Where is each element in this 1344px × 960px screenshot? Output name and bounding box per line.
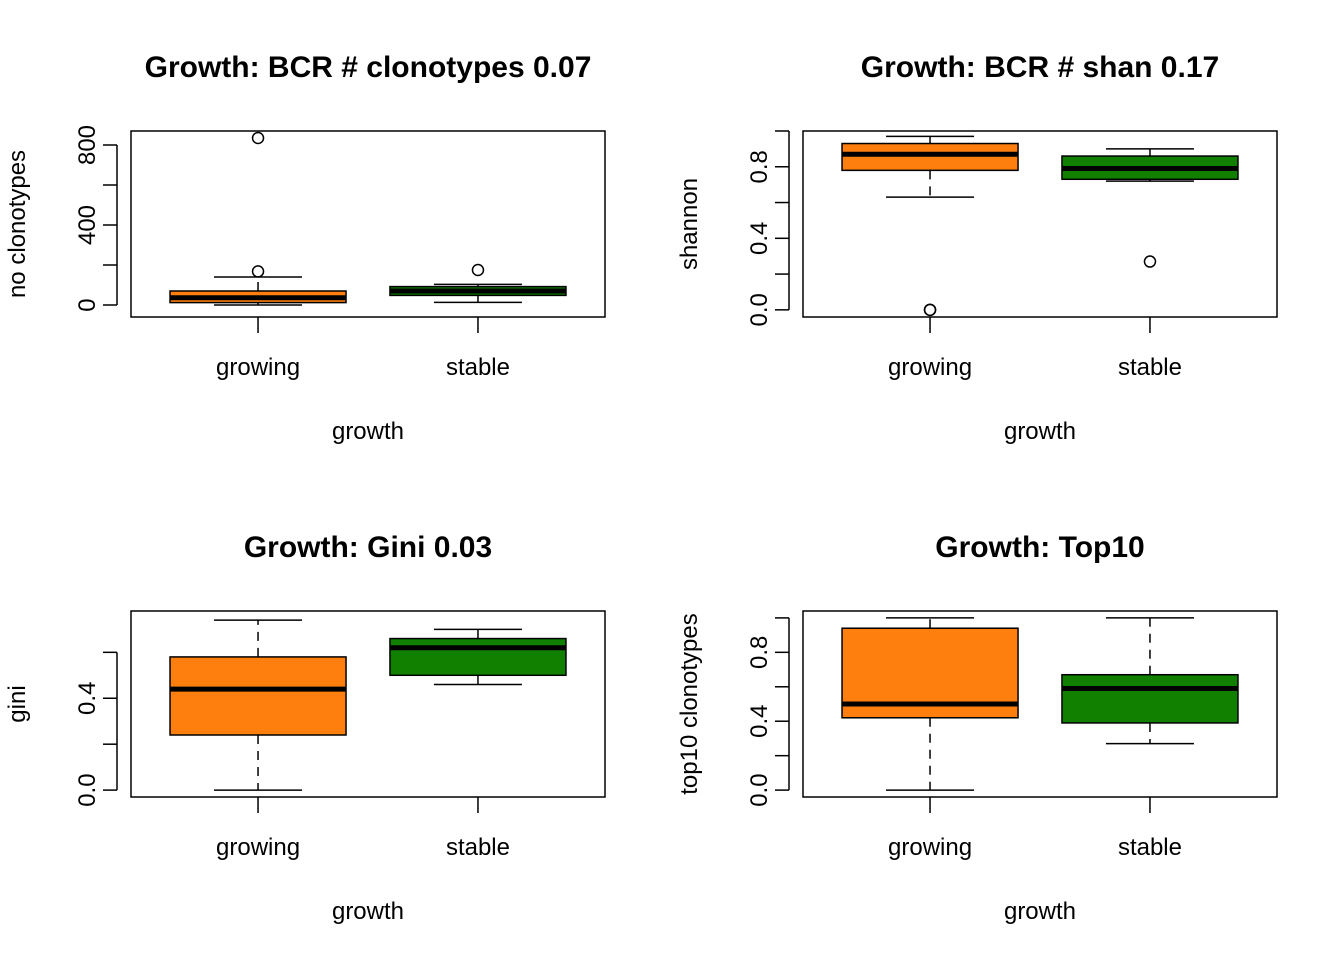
x-tick-label: stable — [1118, 354, 1182, 381]
x-tick-label: stable — [446, 834, 510, 861]
chart-panel-2: Growth: BCR # shan 0.17 0.0 0.4 0.8 shannon g… — [676, 51, 1278, 445]
box-iqr — [169, 656, 347, 736]
box-stable — [389, 628, 567, 686]
y-tick-label: 0.0 — [746, 773, 773, 806]
chart-title: Growth: Top10 — [935, 531, 1144, 564]
box-growing — [169, 131, 347, 306]
box-iqr — [841, 142, 1019, 172]
y-axis-title: shannon — [676, 178, 703, 270]
chart-panel-4: Growth: Top10 0.0 0.4 0.8 top10 clonotypes gr… — [676, 531, 1278, 925]
y-axis-title: gini — [4, 685, 31, 722]
plot-frame — [130, 130, 606, 318]
y-tick-label: 0.8 — [746, 636, 773, 669]
y-tick-label: 0.4 — [74, 682, 101, 715]
plot-frame — [802, 610, 1278, 798]
y-tick-label: 0.4 — [746, 222, 773, 255]
y-tick-label: 0.4 — [746, 705, 773, 738]
x-tick-label: growing — [888, 834, 972, 861]
y-axis-title: top10 clonotypes — [676, 613, 703, 794]
box-stable — [1061, 148, 1239, 268]
chart-panel-1: Growth: BCR # clonotypes 0.07 0 400 800 no c… — [4, 51, 606, 445]
outlier-point — [923, 303, 937, 317]
plot-frame — [802, 130, 1278, 318]
x-tick-label: stable — [446, 354, 510, 381]
x-axis-title: growth — [332, 898, 404, 925]
x-tick-label: growing — [888, 354, 972, 381]
outlier-point — [1143, 255, 1157, 268]
x-tick-label: stable — [1118, 834, 1182, 861]
outlier-point — [251, 131, 265, 145]
y-tick-label: 0.0 — [74, 773, 101, 806]
chart-panel-3: Growth: Gini 0.03 0.0 0.4 gini growing stable… — [4, 531, 606, 925]
box-iqr — [389, 637, 567, 677]
box-growing — [169, 619, 347, 791]
box-growing — [841, 617, 1019, 791]
outlier-point — [251, 265, 265, 278]
x-tick-label: growing — [216, 834, 300, 861]
y-tick-label: 0.8 — [746, 150, 773, 183]
chart-title: Growth: Gini 0.03 — [244, 531, 492, 564]
box-stable — [1061, 617, 1239, 745]
y-tick-label: 400 — [74, 205, 101, 245]
box-stable — [389, 263, 567, 304]
x-axis-title: growth — [332, 418, 404, 445]
box-iqr — [1061, 673, 1239, 724]
y-axis-title: no clonotypes — [4, 150, 31, 298]
plot-frame — [130, 610, 606, 798]
x-tick-label: growing — [216, 354, 300, 381]
x-axis-title: growth — [1004, 418, 1076, 445]
y-tick-label: 800 — [74, 125, 101, 165]
y-tick-label: 0.0 — [746, 293, 773, 326]
chart-title: Growth: BCR # clonotypes 0.07 — [145, 51, 592, 84]
x-axis-title: growth — [1004, 898, 1076, 925]
chart-title: Growth: BCR # shan 0.17 — [861, 51, 1219, 84]
box-growing — [841, 135, 1019, 317]
y-tick-label: 0 — [74, 298, 101, 311]
outlier-point — [471, 263, 485, 277]
